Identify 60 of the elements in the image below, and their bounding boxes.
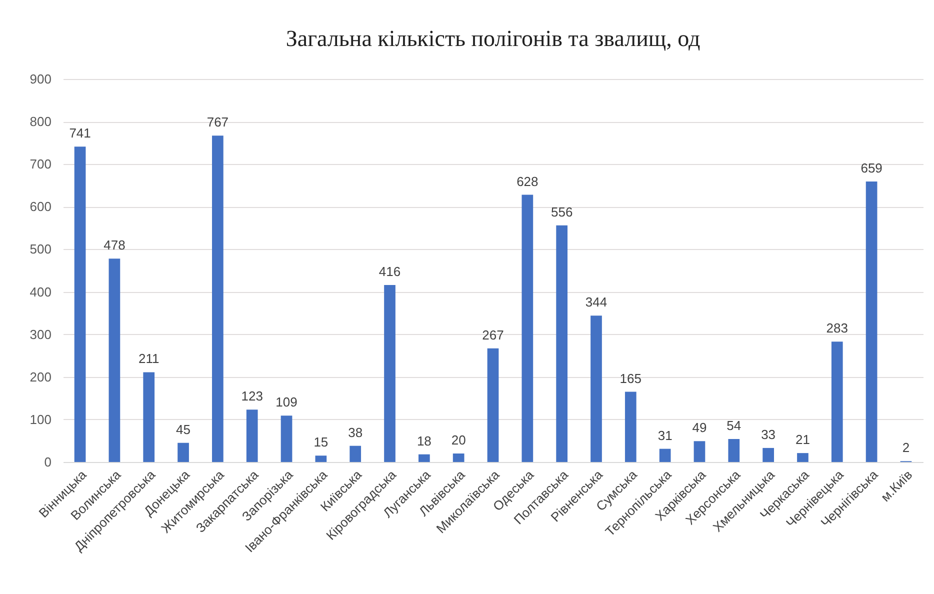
data-label: 741 [69, 126, 91, 141]
data-label: 123 [241, 388, 263, 404]
data-label: 344 [585, 294, 608, 310]
y-tick-label: 900 [30, 72, 52, 86]
data-label: 18 [416, 433, 432, 448]
bar [74, 146, 86, 462]
bar [350, 446, 362, 462]
y-tick-label: 100 [30, 412, 52, 427]
bar [452, 453, 464, 462]
bar [728, 439, 740, 462]
bar [178, 442, 189, 462]
y-tick-label: 700 [30, 156, 52, 172]
data-label: 15 [314, 434, 328, 450]
y-tick-label: 800 [30, 114, 52, 130]
data-label: 556 [550, 204, 573, 220]
bar [522, 194, 534, 462]
y-tick-label: 200 [30, 369, 52, 384]
y-tick-label: 300 [30, 326, 52, 342]
y-tick-label: 600 [30, 199, 52, 214]
data-label: 767 [206, 114, 229, 130]
bar [143, 372, 155, 462]
bar [556, 225, 568, 462]
bar [762, 448, 774, 462]
data-label: 49 [692, 420, 707, 436]
y-tick-label: 400 [30, 284, 52, 300]
bar [384, 284, 396, 462]
bar [108, 258, 120, 462]
bar [624, 392, 636, 462]
bar [694, 441, 706, 462]
bar [280, 416, 292, 462]
data-label: 21 [795, 432, 810, 448]
bar [246, 410, 258, 462]
data-label: 31 [658, 428, 672, 443]
data-label: 20 [451, 432, 466, 448]
data-label: 165 [620, 370, 642, 386]
bar [418, 454, 430, 462]
data-label: 211 [138, 351, 160, 366]
data-label: 416 [378, 264, 401, 279]
bar [797, 453, 808, 462]
bar [315, 456, 327, 462]
bar [831, 342, 843, 462]
data-label: 283 [826, 320, 848, 336]
data-label: 659 [860, 160, 882, 176]
data-label: 45 [176, 422, 191, 437]
data-label: 38 [348, 424, 363, 440]
bar [590, 316, 602, 462]
data-label: 267 [482, 327, 504, 342]
chart-title: Загальна кількість полігонів та звалищ, од [286, 26, 700, 51]
data-label: 478 [104, 238, 126, 253]
data-label: 54 [726, 418, 742, 434]
data-label: 2 [902, 440, 910, 456]
bar [659, 448, 671, 462]
data-label: 628 [516, 174, 538, 189]
y-tick-label: 0 [44, 454, 52, 470]
bar [487, 348, 499, 462]
data-label: 109 [276, 394, 298, 410]
bar [212, 136, 224, 462]
bar [866, 182, 878, 462]
data-label: 33 [761, 426, 776, 442]
y-tick-label: 500 [30, 242, 52, 257]
